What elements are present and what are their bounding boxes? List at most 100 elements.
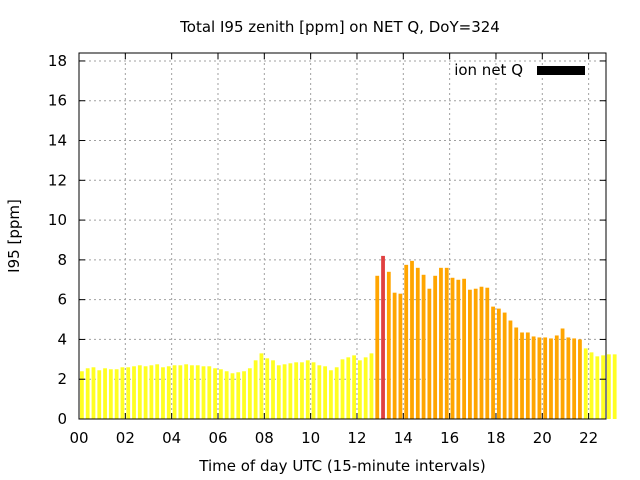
bar — [531, 336, 536, 419]
legend-label: ion net Q — [454, 61, 523, 79]
bar — [323, 366, 328, 419]
bar — [398, 293, 403, 419]
x-tick-label: 20 — [533, 429, 552, 447]
bar — [485, 287, 490, 419]
bar — [479, 286, 484, 419]
bar — [468, 289, 472, 419]
bar — [433, 275, 438, 419]
y-tick-label: 0 — [57, 410, 67, 428]
bar — [178, 365, 183, 419]
bar — [543, 337, 548, 419]
y-tick-label: 2 — [57, 370, 67, 388]
bar — [520, 332, 524, 419]
x-tick-label: 22 — [579, 429, 598, 447]
x-tick-label: 08 — [255, 429, 274, 447]
bar — [537, 337, 542, 419]
bar — [247, 368, 252, 419]
bar — [352, 355, 356, 419]
bar — [305, 360, 310, 419]
bar — [462, 278, 467, 419]
x-tick-label: 00 — [69, 429, 88, 447]
bar — [207, 366, 212, 419]
x-axis-label: Time of day UTC (15-minute intervals) — [198, 457, 485, 475]
bar — [259, 353, 264, 419]
bar — [595, 356, 600, 419]
bar — [224, 371, 229, 419]
bar — [242, 371, 246, 419]
bar — [132, 366, 136, 419]
bar — [410, 260, 414, 419]
bar — [334, 367, 339, 419]
bar — [456, 279, 461, 419]
bar — [143, 366, 148, 419]
bar — [253, 360, 258, 419]
bar — [161, 367, 165, 419]
bar — [415, 267, 420, 419]
bar — [80, 371, 84, 419]
bar — [190, 365, 194, 419]
x-tick-label: 02 — [116, 429, 135, 447]
y-tick-label: 16 — [48, 92, 67, 110]
bar — [340, 359, 345, 419]
bar — [369, 353, 374, 419]
bar — [363, 357, 368, 419]
bar — [439, 267, 443, 419]
bar — [311, 362, 316, 419]
bar — [566, 337, 571, 419]
bar — [607, 354, 611, 419]
bar — [218, 369, 223, 419]
bar — [583, 348, 588, 419]
bar — [375, 275, 380, 419]
bar — [114, 369, 119, 419]
bar-series — [80, 255, 617, 419]
bar — [236, 372, 241, 419]
bar — [126, 367, 131, 419]
y-tick-label: 14 — [48, 132, 67, 150]
chart-title: Total I95 zenith [ppm] on NET Q, DoY=324 — [179, 18, 500, 36]
bar — [120, 367, 125, 419]
bar — [601, 355, 605, 419]
bar — [357, 360, 362, 419]
bar — [392, 292, 397, 419]
bar — [288, 363, 293, 419]
x-tick-label: 14 — [394, 429, 413, 447]
bar — [329, 370, 333, 419]
bar — [108, 369, 113, 419]
x-tick-label: 18 — [486, 429, 505, 447]
y-axis-label: I95 [ppm] — [5, 199, 23, 273]
bar — [166, 366, 171, 419]
bar — [184, 364, 189, 419]
bar — [282, 364, 287, 419]
bar — [508, 320, 513, 419]
bar — [560, 328, 565, 419]
bar — [444, 267, 449, 419]
bar — [294, 362, 299, 419]
bar — [91, 367, 96, 419]
x-tick-label: 16 — [440, 429, 459, 447]
bar — [578, 339, 582, 419]
bar — [381, 255, 385, 419]
bar — [421, 274, 426, 419]
bar — [85, 368, 90, 419]
bar — [346, 357, 351, 419]
bar — [549, 338, 553, 419]
bar — [514, 327, 519, 419]
bar — [572, 338, 577, 419]
y-tick-label: 8 — [57, 251, 67, 269]
grid-lines — [79, 53, 606, 419]
x-tick-label: 12 — [347, 429, 366, 447]
bar — [473, 288, 478, 419]
bar — [589, 352, 594, 419]
bar — [149, 365, 154, 419]
bar — [427, 288, 432, 419]
y-tick-label: 6 — [57, 291, 67, 309]
bar — [450, 277, 455, 419]
bar — [554, 335, 559, 419]
bar — [276, 365, 281, 419]
bar — [612, 354, 617, 419]
bar — [525, 332, 530, 419]
legend-swatch — [537, 66, 585, 75]
bar — [201, 366, 206, 419]
